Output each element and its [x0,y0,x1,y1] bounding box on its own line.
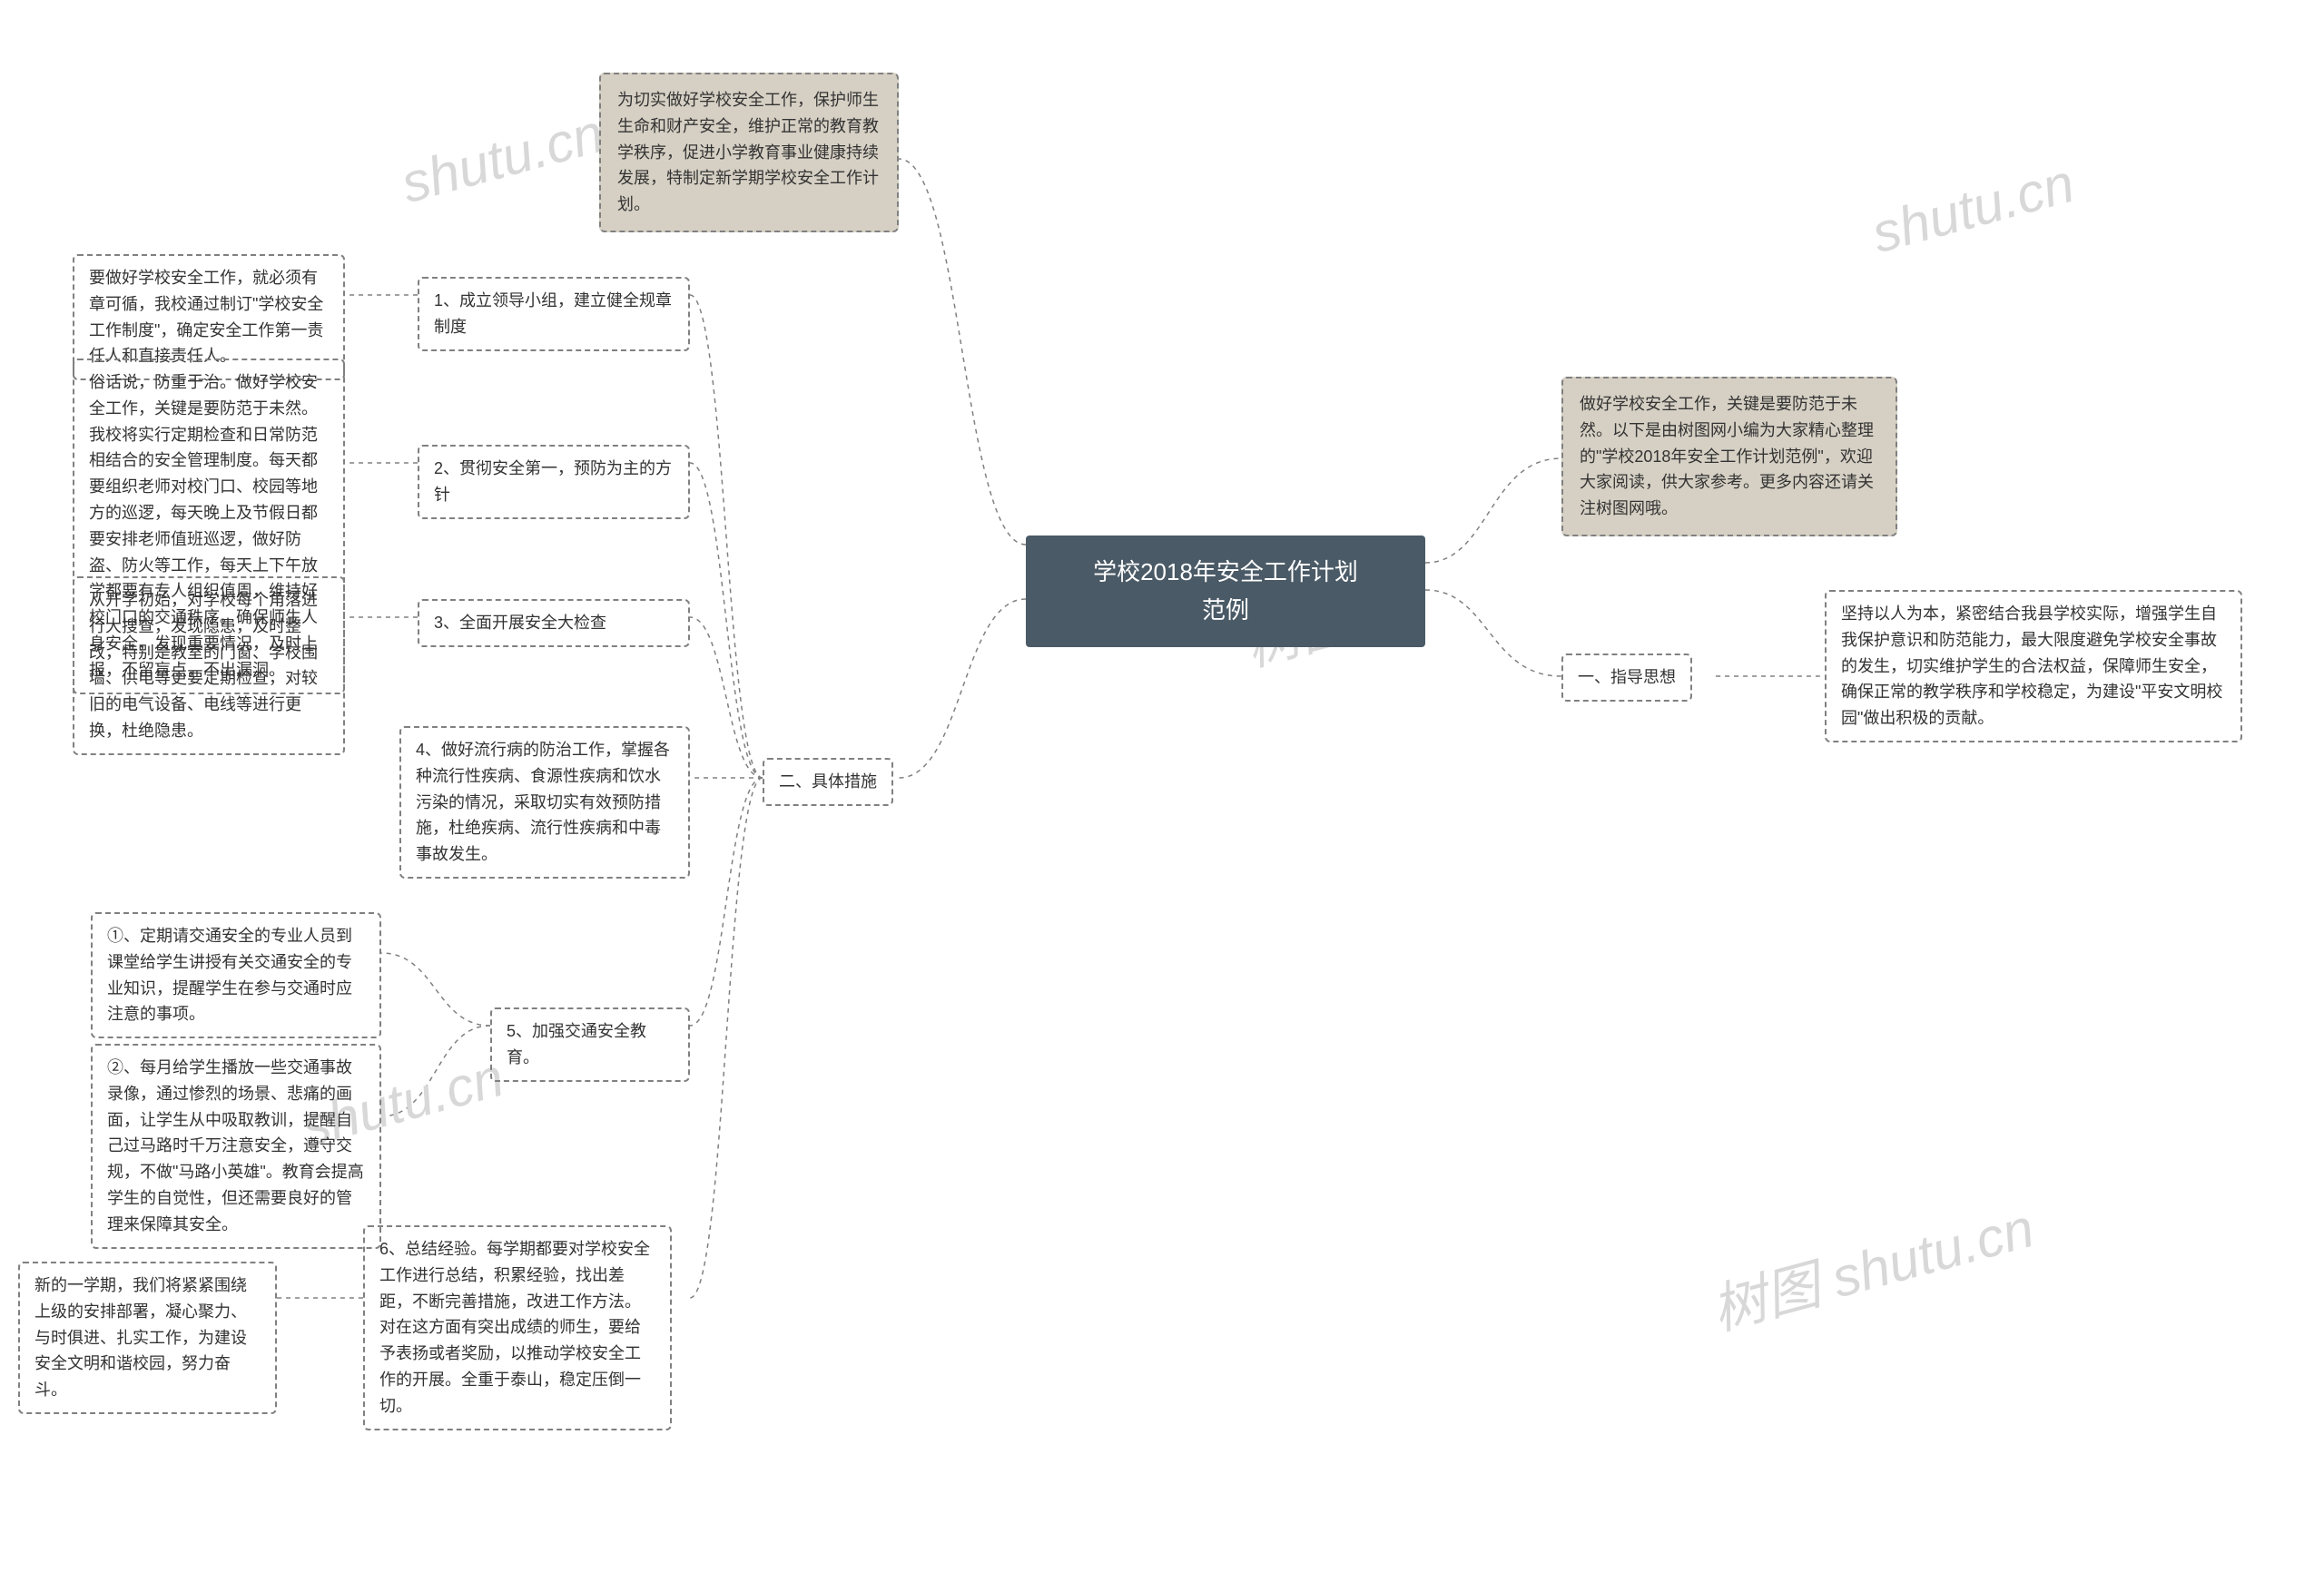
right-intro: 做好学校安全工作，关键是要防范于未然。以下是由树图网小编为大家精心整理的"学校2… [1561,377,1897,536]
item6-detail: 新的一学期，我们将紧紧围绕上级的安排部署，凝心聚力、与时俱进、扎实工作，为建设安… [18,1262,277,1414]
item6-label: 6、总结经验。每学期都要对学校安全工作进行总结，积累经验，找出差距，不断完善措施… [363,1225,672,1430]
connectors [0,0,2324,1592]
item5-d1: ①、定期请交通安全的专业人员到课堂给学生讲授有关交通安全的专业知识，提醒学生在参… [91,912,381,1038]
left-top-box: 为切实做好学校安全工作，保护师生生命和财产安全，维护正常的教育教学秩序，促进小学… [599,73,899,232]
item5-d2: ②、每月给学生播放一些交通事故录像，通过惨烈的场景、悲痛的画面，让学生从中吸取教… [91,1044,381,1249]
item2-label: 2、贯彻安全第一，预防为主的方针 [418,445,690,519]
item3-label: 3、全面开展安全大检查 [418,599,690,647]
root-title-l2: 范例 [1053,592,1398,630]
root-title-l1: 学校2018年安全工作计划 [1053,554,1398,592]
section1-detail: 坚持以人为本，紧密结合我县学校实际，增强学生自我保护意识和防范能力，最大限度避免… [1825,590,2242,742]
item5-label: 5、加强交通安全教育。 [490,1007,690,1082]
item4-label: 4、做好流行病的防治工作，掌握各种流行性疾病、食源性疾病和饮水污染的情况，采取切… [399,726,690,879]
item1-label: 1、成立领导小组，建立健全规章制度 [418,277,690,351]
section2-label: 二、具体措施 [763,758,893,806]
root-node: 学校2018年安全工作计划 范例 [1026,536,1425,647]
watermark: 树图 shutu.cn [1702,1184,2042,1345]
watermark: shutu.cn [1866,152,2081,265]
watermark: shutu.cn [395,102,610,215]
item3-detail: 从开学初始，对学校每个角落进行大搜查，发现隐患，及时整改，特别是教室的门窗、学校… [73,576,345,755]
section1-label: 一、指导思想 [1561,654,1692,702]
